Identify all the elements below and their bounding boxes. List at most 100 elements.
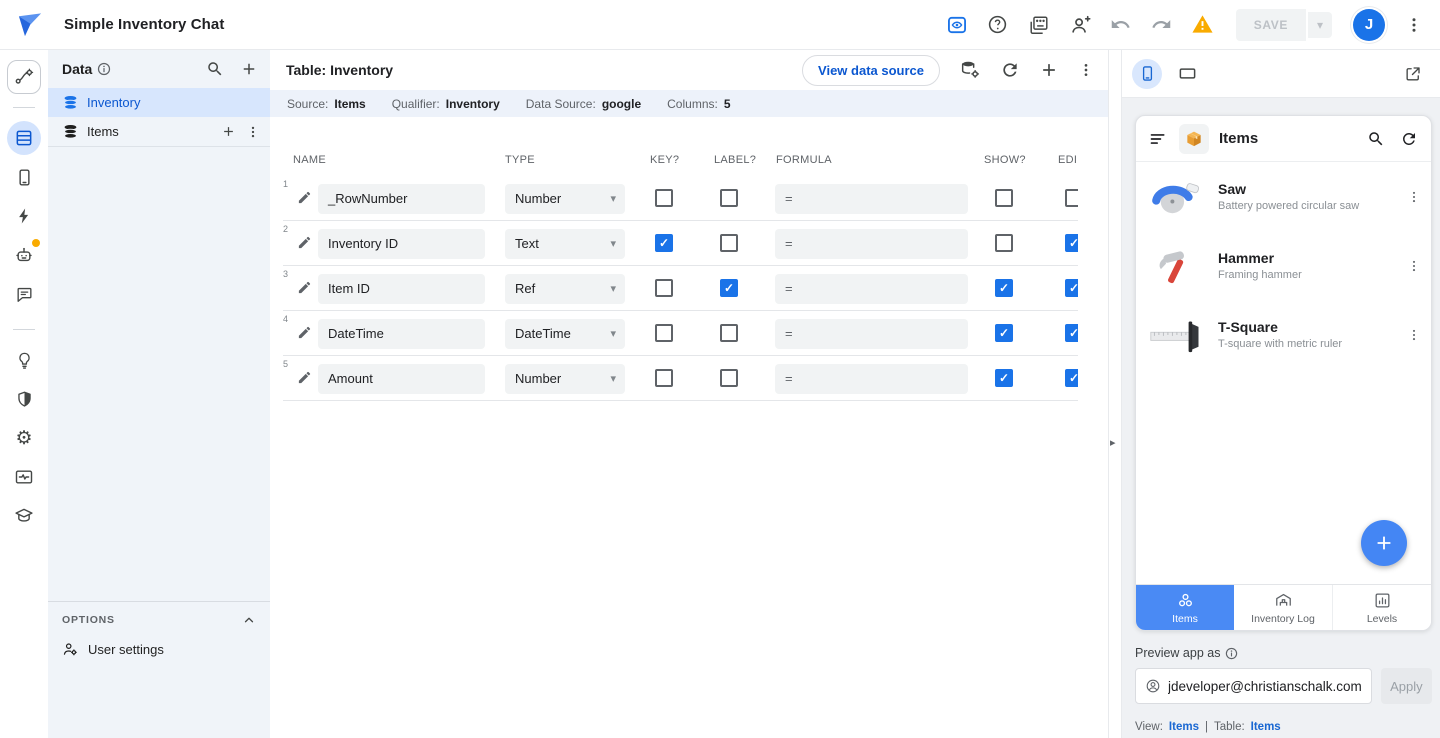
sidebar-item-chat[interactable]	[7, 277, 41, 311]
save-options-caret[interactable]: ▾	[1307, 11, 1332, 38]
table-list-item-items[interactable]: Items	[48, 117, 270, 146]
key-checkbox[interactable]	[655, 324, 673, 342]
view-link[interactable]: Items	[1168, 721, 1199, 733]
formula-field[interactable]: =	[775, 229, 968, 259]
editable-checkbox[interactable]	[1065, 234, 1078, 252]
label-checkbox[interactable]	[720, 369, 738, 387]
refresh-icon[interactable]	[1000, 60, 1020, 80]
redo-icon[interactable]	[1150, 13, 1174, 37]
sidebar-item-data[interactable]	[7, 121, 41, 155]
sidebar-item-chatbot[interactable]	[7, 238, 41, 272]
menu-icon[interactable]	[1149, 130, 1167, 148]
editable-checkbox[interactable]	[1065, 369, 1078, 387]
editable-checkbox[interactable]	[1065, 189, 1078, 207]
preview-email-input[interactable]: jdeveloper@christianschalk.com	[1135, 668, 1372, 704]
tablet-preview-toggle[interactable]	[1172, 59, 1202, 89]
type-select[interactable]: DateTime ▾	[505, 319, 625, 349]
apply-button[interactable]: Apply	[1380, 668, 1432, 704]
formula-field[interactable]: =	[775, 319, 968, 349]
list-item[interactable]: T-Square T-square with metric ruler	[1136, 300, 1431, 369]
edit-pencil-icon[interactable]	[297, 370, 312, 385]
editable-checkbox[interactable]	[1065, 279, 1078, 297]
sidebar-item-manage[interactable]	[7, 460, 41, 494]
more-menu-icon[interactable]	[1402, 13, 1426, 37]
avatar[interactable]: J	[1353, 8, 1385, 41]
warning-icon[interactable]	[1191, 13, 1215, 37]
edit-pencil-icon[interactable]	[297, 280, 312, 295]
item-title: Hammer	[1218, 250, 1275, 266]
search-icon[interactable]	[206, 60, 224, 78]
item-kebab-icon[interactable]	[1407, 259, 1421, 273]
tab-levels[interactable]: Levels	[1333, 585, 1431, 630]
save-button[interactable]: SAVE	[1235, 8, 1306, 41]
user-settings-item[interactable]: User settings	[48, 631, 270, 668]
setup-flow-icon[interactable]	[7, 60, 41, 94]
options-section-header[interactable]: OPTIONS	[48, 601, 270, 631]
label-checkbox[interactable]	[720, 189, 738, 207]
panel-resize-divider[interactable]: ▸	[1108, 50, 1122, 738]
show-checkbox[interactable]	[995, 369, 1013, 387]
formula-field[interactable]: =	[775, 274, 968, 304]
undo-icon[interactable]	[1109, 13, 1133, 37]
key-checkbox[interactable]	[655, 369, 673, 387]
keyboard-shortcuts-icon[interactable]	[1027, 13, 1051, 37]
table-link[interactable]: Items	[1250, 721, 1281, 733]
phone-preview-toggle[interactable]	[1132, 58, 1162, 89]
show-checkbox[interactable]	[995, 279, 1013, 297]
show-checkbox[interactable]	[995, 234, 1013, 252]
name-field[interactable]: Inventory ID	[318, 229, 485, 259]
chevron-up-icon[interactable]	[242, 613, 256, 627]
edit-pencil-icon[interactable]	[297, 325, 312, 340]
name-field[interactable]: DateTime	[318, 319, 485, 349]
kebab-menu-icon[interactable]	[246, 125, 260, 139]
sidebar-item-automation[interactable]	[7, 199, 41, 233]
formula-field[interactable]: =	[775, 184, 968, 214]
add-item-fab[interactable]	[1361, 520, 1407, 566]
live-preview-icon[interactable]	[945, 13, 969, 37]
add-table-icon[interactable]	[240, 60, 258, 78]
label-checkbox[interactable]	[720, 234, 738, 252]
name-field[interactable]: _RowNumber	[318, 184, 485, 214]
sidebar-item-intelligence[interactable]	[7, 343, 41, 377]
list-item[interactable]: Hammer Framing hammer	[1136, 231, 1431, 300]
item-kebab-icon[interactable]	[1407, 190, 1421, 204]
label-checkbox[interactable]	[720, 324, 738, 342]
key-checkbox[interactable]	[655, 189, 673, 207]
data-source-settings-icon[interactable]	[959, 59, 981, 81]
tab-items[interactable]: Items	[1136, 585, 1234, 630]
label-checkbox[interactable]	[720, 279, 738, 297]
name-field[interactable]: Item ID	[318, 274, 485, 304]
edit-pencil-icon[interactable]	[297, 235, 312, 250]
editable-checkbox[interactable]	[1065, 324, 1078, 342]
search-icon[interactable]	[1367, 130, 1385, 148]
sidebar-item-learning[interactable]	[7, 499, 41, 533]
formula-field[interactable]: =	[775, 364, 968, 394]
sync-icon[interactable]	[1400, 130, 1418, 148]
open-in-new-icon[interactable]	[1404, 65, 1422, 83]
type-select[interactable]: Number ▾	[505, 184, 625, 214]
key-checkbox[interactable]	[655, 234, 673, 252]
show-checkbox[interactable]	[995, 189, 1013, 207]
expand-panel-handle[interactable]: ▸	[1110, 437, 1116, 449]
add-icon[interactable]	[221, 124, 236, 139]
kebab-menu-icon[interactable]	[1078, 62, 1094, 78]
sidebar-item-app-views[interactable]	[7, 160, 41, 194]
edit-pencil-icon[interactable]	[297, 190, 312, 205]
type-select[interactable]: Ref ▾	[505, 274, 625, 304]
tab-inventory-log[interactable]: Inventory Log	[1234, 585, 1333, 630]
list-item[interactable]: Saw Battery powered circular saw	[1136, 162, 1431, 231]
name-field[interactable]: Amount	[318, 364, 485, 394]
table-list-item-inventory[interactable]: Inventory	[48, 88, 270, 117]
key-checkbox[interactable]	[655, 279, 673, 297]
add-column-icon[interactable]	[1039, 60, 1059, 80]
view-data-source-button[interactable]: View data source	[802, 54, 940, 86]
type-select[interactable]: Text ▾	[505, 229, 625, 259]
add-collaborator-icon[interactable]	[1068, 13, 1092, 37]
sidebar-item-security[interactable]	[7, 382, 41, 416]
help-icon[interactable]	[986, 13, 1010, 37]
show-checkbox[interactable]	[995, 324, 1013, 342]
preview-as-label: Preview app as	[1135, 646, 1432, 660]
item-kebab-icon[interactable]	[1407, 328, 1421, 342]
sidebar-item-settings[interactable]: ⚙	[7, 421, 41, 455]
type-select[interactable]: Number ▾	[505, 364, 625, 394]
